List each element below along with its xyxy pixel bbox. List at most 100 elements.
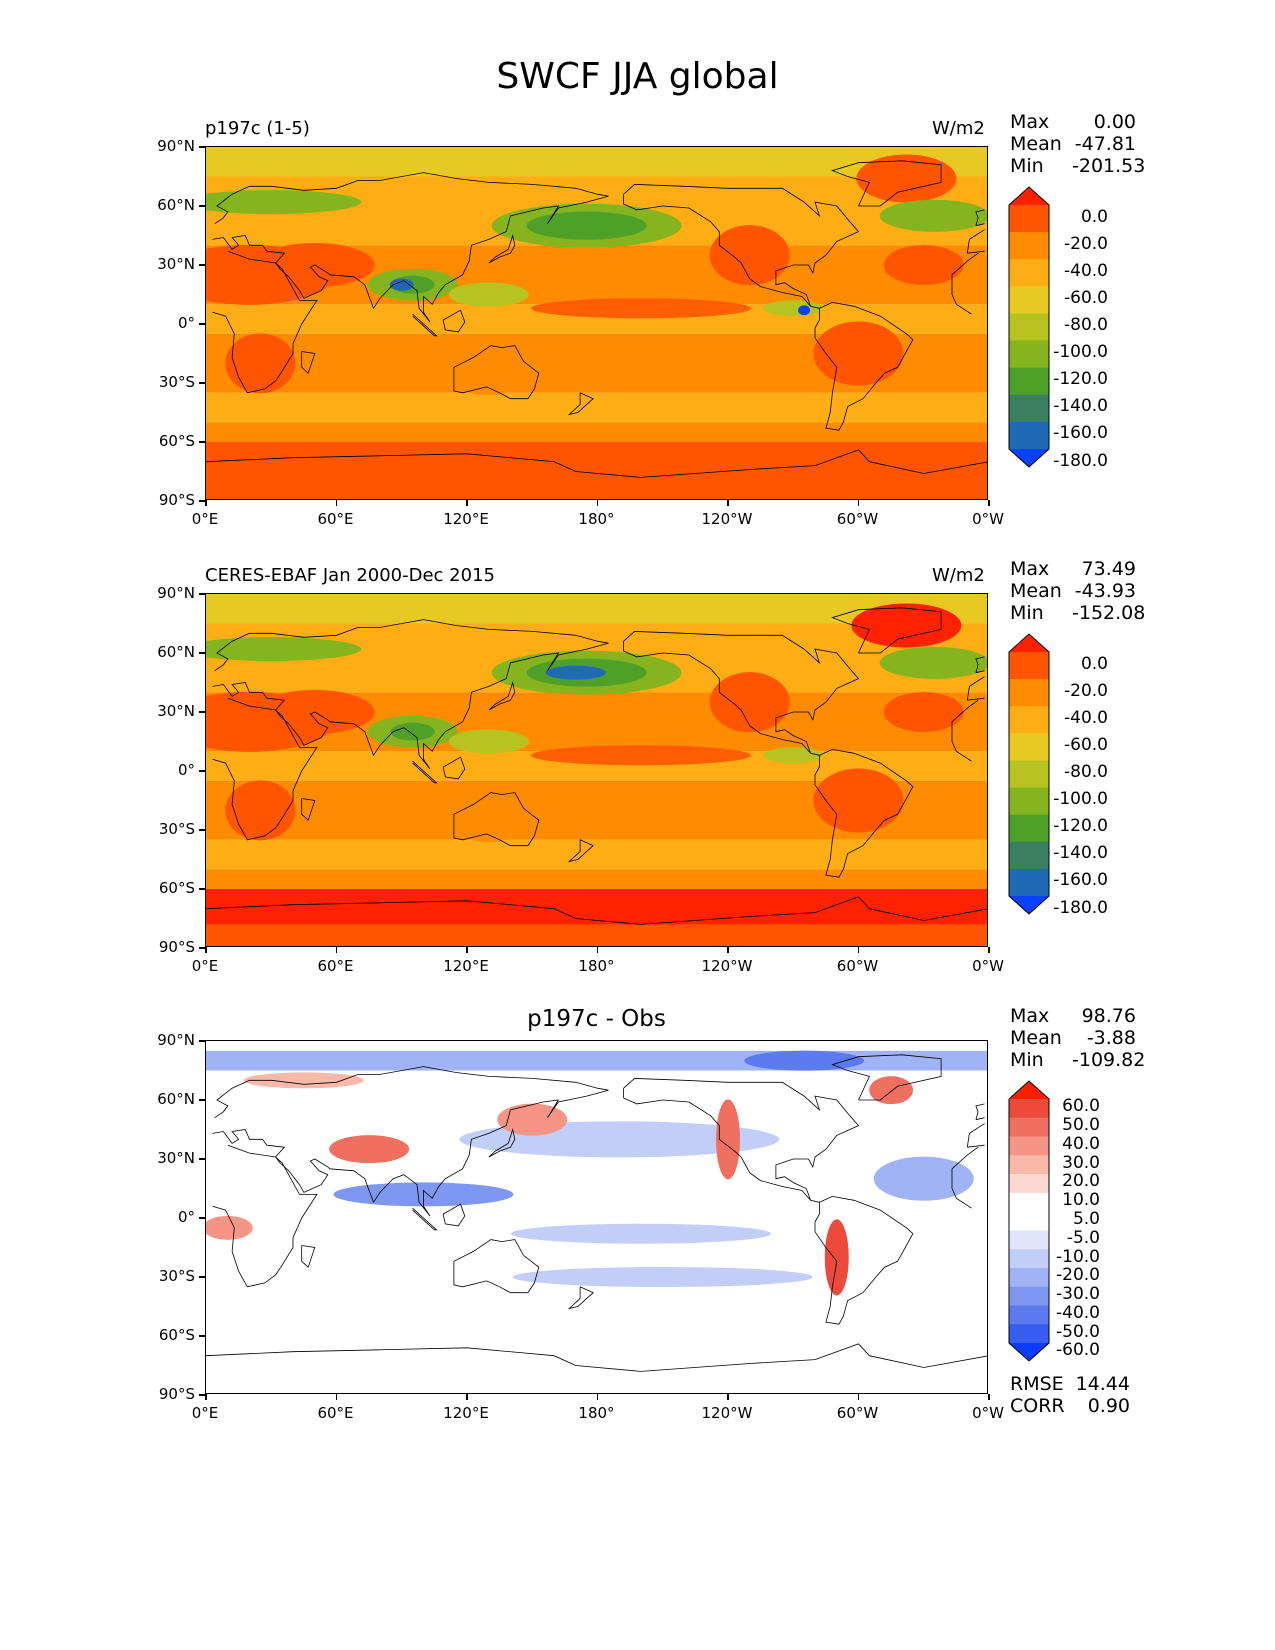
coastline-4 — [814, 301, 914, 431]
colorbar-segment — [1009, 205, 1049, 233]
eurasia-blob — [206, 190, 362, 215]
colorbar-label: -120.0 — [1053, 816, 1108, 837]
epac-itcz-blob — [763, 300, 824, 317]
lon-tick-label: 60°W — [836, 1404, 879, 1422]
lat-tick-label: 90°S — [158, 1385, 195, 1403]
coastline-0 — [212, 697, 979, 841]
colorbar-label: -5.0 — [1066, 1227, 1100, 1248]
epac-itcz-blob — [763, 747, 824, 764]
lon-tick-mark — [205, 500, 207, 506]
lon-tick-mark — [857, 500, 859, 506]
coastline-8 — [412, 313, 438, 337]
lat-tick-label: 60°N — [157, 1090, 195, 1108]
atlantic-subtrop-blob — [883, 245, 964, 285]
colorbar-outline — [1008, 633, 1050, 915]
lat-tick-mark — [199, 1394, 205, 1396]
stat-value-min: -201.53 — [1072, 155, 1146, 177]
band-southern-ocean-strong — [206, 442, 987, 478]
lat-tick-label: 30°S — [158, 820, 195, 838]
colorbar-label: -100.0 — [1053, 789, 1108, 810]
colorbar-segment — [1009, 286, 1049, 314]
lat-tick-label: 0° — [177, 761, 195, 779]
lon-tick-mark — [205, 947, 207, 953]
lon-tick-mark — [988, 947, 990, 953]
coastline-2 — [453, 792, 540, 847]
coastline-2 — [453, 1239, 540, 1294]
diff-global-stats: RMSE 14.44 CORR 0.90 — [1010, 1373, 1130, 1417]
lon-tick-mark — [727, 1394, 729, 1400]
colorbar-label: 60.0 — [1062, 1096, 1100, 1117]
natl-stormtrack-blob — [879, 646, 987, 679]
colorbar-segment — [1009, 733, 1049, 761]
colorbar-segment — [1009, 1174, 1049, 1194]
band-southern-ocean — [206, 422, 987, 446]
coastline-0 — [212, 250, 979, 394]
colorbar-segment — [1009, 313, 1049, 342]
colorbar-label: -140.0 — [1053, 396, 1108, 417]
colorbar-label: -40.0 — [1064, 707, 1108, 728]
map-canvas — [206, 1041, 987, 1393]
lon-tick-mark — [857, 1394, 859, 1400]
colorbar-extend-bottom — [1009, 896, 1049, 914]
colorbar-segment — [1009, 259, 1049, 287]
band-arctic — [206, 147, 987, 177]
lat-tick-mark — [199, 205, 205, 207]
npac-deep-blob — [545, 665, 606, 680]
colorbar-segment — [1009, 760, 1049, 789]
greenland-blob — [856, 154, 957, 203]
colorbar — [1008, 186, 1050, 472]
colorbar-segment — [1009, 1155, 1049, 1175]
lon-tick-mark — [335, 1394, 337, 1400]
colorbar-label: -10.0 — [1056, 1246, 1100, 1267]
lon-tick-label: 180° — [578, 510, 615, 528]
coastline-5 — [831, 1054, 942, 1101]
coastline-7 — [442, 1203, 466, 1227]
colorbar-segment — [1009, 1211, 1049, 1231]
colorbar-segment — [1009, 1267, 1049, 1288]
stat-label-max: Max — [1010, 558, 1050, 580]
colorbar-label: -20.0 — [1056, 1265, 1100, 1286]
australia-blob — [448, 351, 529, 396]
colorbar-extend-top — [1009, 187, 1049, 205]
lat-tick-mark — [199, 1276, 205, 1278]
lat-tick-label: 90°S — [158, 491, 195, 509]
colorbar-label: -180.0 — [1053, 897, 1108, 918]
lon-tick-label: 120°W — [701, 1404, 753, 1422]
lat-tick-mark — [199, 264, 205, 266]
panel-stats: Max 0.00 Mean -47.81 Min -201.53 — [1010, 111, 1146, 177]
colorbar-svg — [1008, 633, 1050, 915]
diff-asia-red — [329, 1135, 410, 1164]
diff-greenland-red — [869, 1076, 914, 1105]
stat-row-min: Min -201.53 — [1010, 155, 1146, 177]
model-min-blob — [798, 305, 811, 316]
lat-tick-label: 90°N — [157, 137, 195, 155]
coastline-3 — [623, 1077, 860, 1203]
lat-tick-label: 60°N — [157, 196, 195, 214]
diff-natl-blue — [873, 1156, 974, 1201]
lat-tick-label: 90°N — [157, 584, 195, 602]
lon-tick-mark — [988, 1394, 990, 1400]
lat-tick-mark — [199, 382, 205, 384]
lon-tick-mark — [466, 947, 468, 953]
diff-arctic-red — [243, 1072, 364, 1089]
lon-tick-mark — [466, 1394, 468, 1400]
corr-label: CORR — [1010, 1395, 1065, 1417]
rmse-row: RMSE 14.44 — [1010, 1373, 1130, 1395]
lon-tick-label: 60°W — [836, 957, 879, 975]
colorbar-label: 50.0 — [1062, 1115, 1100, 1136]
lon-tick-label: 60°E — [317, 1404, 354, 1422]
lon-tick-mark — [727, 500, 729, 506]
colorbar-label: 20.0 — [1062, 1171, 1100, 1192]
coastline-11 — [975, 656, 985, 674]
lat-tick-mark — [199, 500, 205, 502]
lat-tick-mark — [199, 1335, 205, 1337]
colorbar-outline — [1008, 186, 1050, 468]
australia-blob — [448, 798, 529, 843]
map-frame — [205, 146, 988, 500]
map-canvas — [206, 594, 987, 946]
stat-label-mean: Mean — [1010, 1027, 1062, 1049]
stat-value-mean: -43.93 — [1074, 580, 1136, 602]
colorbar-label: -40.0 — [1064, 260, 1108, 281]
lon-tick-mark — [988, 500, 990, 506]
stat-row-min: Min -152.08 — [1010, 602, 1145, 624]
